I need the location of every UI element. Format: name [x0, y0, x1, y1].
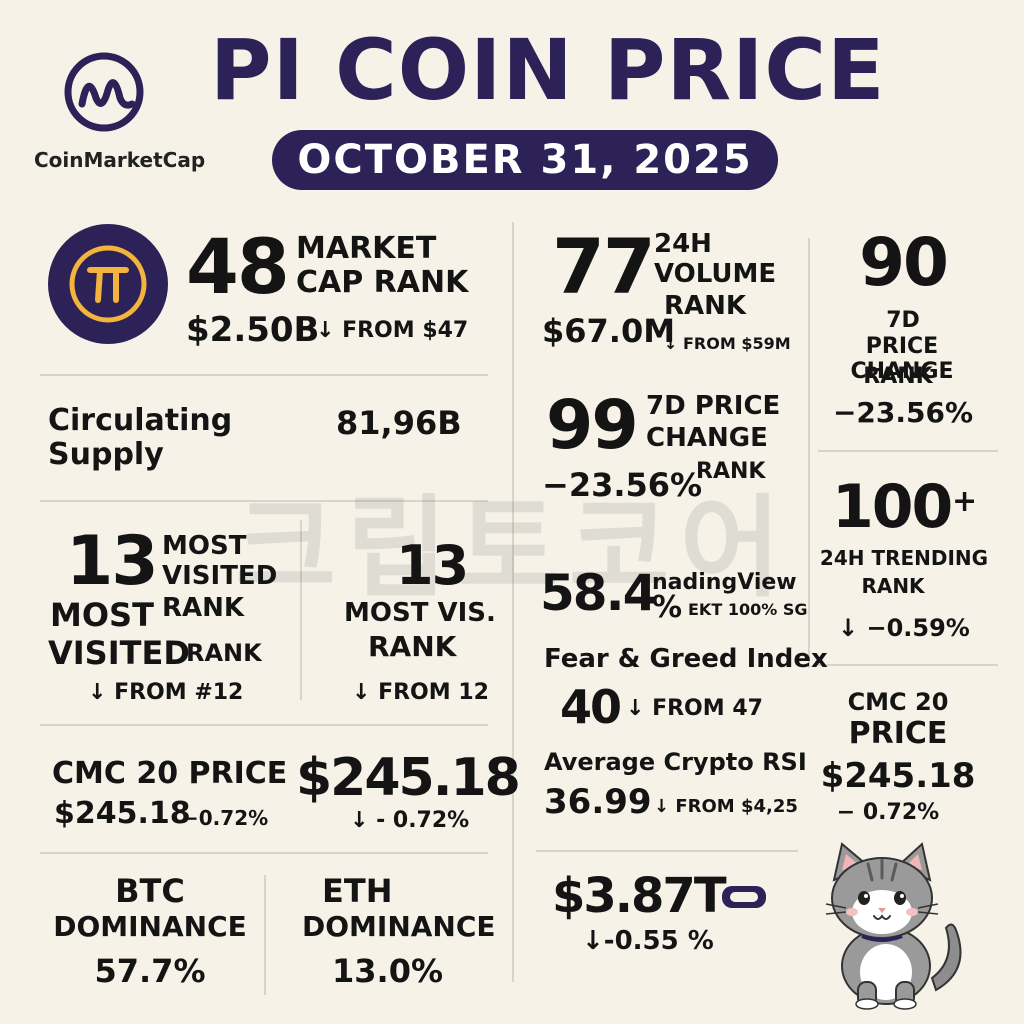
cell-divider	[300, 520, 302, 700]
rsi-value: 36.99	[544, 782, 652, 822]
total-cap-change: ↓-0.55 %	[582, 926, 714, 956]
volume-change: ↓ FROM $59M	[664, 334, 791, 353]
volume-value: $67.0M	[542, 312, 676, 350]
btc-label-2: DOMINANCE	[53, 910, 247, 943]
tradingview-value: 58.4	[540, 564, 657, 622]
row-divider	[40, 500, 488, 502]
circulating-supply-value: 81,96B	[336, 404, 462, 442]
cmc20-right-value: $245.18	[820, 756, 976, 796]
cmc20-center-value: $245.18	[296, 748, 521, 808]
cmc20-label: CMC 20 PRICE	[52, 756, 288, 791]
price-change-7d-label-2: CHANGE	[646, 423, 768, 453]
fear-greed-change: ↓ FROM 47	[626, 696, 763, 721]
coinmarketcap-logo-icon	[64, 52, 144, 132]
price-change-7d-rank: 99	[546, 386, 639, 465]
most-visited-rank-2: 13	[396, 534, 469, 597]
price-change-7d-value: −23.56%	[542, 466, 703, 504]
market-cap-label-1: MARKET	[296, 231, 437, 266]
most-visited-change: ↓ FROM #12	[88, 680, 244, 705]
price-change-7d-right-label-1: 7D	[886, 308, 920, 333]
trending-label-2: RANK	[861, 574, 925, 598]
rsi-change: ↓ FROM $4,25	[654, 796, 798, 817]
row-divider	[536, 850, 798, 852]
volume-label-3: RANK	[664, 291, 747, 321]
brand-name: CoinMarketCap	[34, 148, 206, 172]
fear-greed-label: Fear & Greed Index	[544, 644, 828, 674]
cat-mascot-icon	[825, 842, 962, 1010]
cmc20-center-change: ↓ - 0.72%	[350, 808, 470, 833]
price-change-7d-label-1: 7D PRICE	[646, 391, 781, 421]
pi-coin-logo-icon	[48, 224, 168, 344]
btc-label-1: BTC	[115, 872, 185, 910]
most-visited-2-label-1: MOST VIS.	[344, 598, 496, 628]
column-divider	[512, 222, 514, 982]
trending-label-1: 24H TRENDING	[819, 546, 989, 570]
circulating-supply-label-1: Circulating	[48, 403, 233, 438]
rsi-label: Average Crypto RSI	[544, 748, 807, 776]
circulating-supply-label-2: Supply	[48, 437, 164, 472]
most-visited-rank: 13	[66, 522, 159, 601]
most-visited-label-3: RANK	[162, 593, 245, 623]
column-divider-right	[808, 238, 810, 668]
cmc20-right-label-2: PRICE	[848, 716, 948, 751]
page-title: PI COIN PRICE	[210, 21, 886, 119]
most-visited-label-1: MOST	[162, 531, 247, 561]
trending-plus: +	[952, 484, 978, 519]
price-change-7d-right-label-3: RANK	[863, 364, 933, 389]
row-divider	[40, 374, 488, 376]
eth-label-2: DOMINANCE	[302, 910, 496, 943]
tradingview-label: nadingView	[652, 570, 797, 595]
trending-change: ↓ −0.59%	[838, 614, 970, 642]
row-divider	[40, 852, 488, 854]
cmc20-right-label-1: CMC 20	[847, 688, 949, 716]
cmc20-change: −0.72%	[182, 806, 269, 830]
trending-rank: 100	[832, 472, 953, 542]
most-visited-2-label-2: RANK	[368, 630, 457, 663]
row-divider	[40, 724, 488, 726]
most-visited-sub-1: MOST	[50, 596, 154, 634]
date-badge: OCTOBER 31, 2025	[272, 130, 778, 190]
price-change-7d-right-label-2: PRICE CHANGE	[850, 334, 954, 384]
market-cap-label-2: CAP RANK	[296, 265, 469, 300]
market-cap-change: ↓ FROM $47	[316, 318, 469, 343]
price-change-7d-right-rank: 90	[859, 224, 949, 301]
most-visited-sub-rank: RANK	[186, 639, 262, 667]
tradingview-sub: EKT 100% SG	[688, 600, 808, 619]
price-change-7d-label-3: RANK	[696, 459, 766, 484]
cmc20-right-change: − 0.72%	[836, 800, 940, 825]
row-divider	[818, 450, 998, 452]
eth-value: 13.0%	[332, 952, 444, 990]
btc-value: 57.7%	[94, 952, 206, 990]
most-visited-label-2: VISITED	[162, 561, 278, 591]
volume-rank: 77	[552, 222, 656, 311]
tradingview-percent: %	[652, 590, 683, 625]
most-visited-2-change: ↓ FROM 12	[352, 680, 489, 705]
cmc20-value: $245.18	[54, 796, 191, 831]
price-change-7d-right-value: −23.56%	[832, 396, 974, 429]
market-cap-value: $2.50B	[186, 310, 320, 350]
watermark: 크립토코어	[235, 484, 791, 612]
volume-label-2: VOLUME	[654, 259, 777, 289]
volume-label-1: 24H	[654, 229, 712, 259]
total-cap-value: $3.87T	[552, 868, 727, 924]
market-cap-rank: 48	[186, 222, 290, 311]
most-visited-sub-2: VISITED	[48, 634, 190, 672]
fear-greed-value: 40	[560, 680, 622, 734]
eth-label-1: ETH	[322, 872, 393, 910]
cloud-icon	[722, 886, 766, 908]
cell-divider-bottom	[264, 875, 266, 995]
row-divider	[818, 664, 998, 666]
